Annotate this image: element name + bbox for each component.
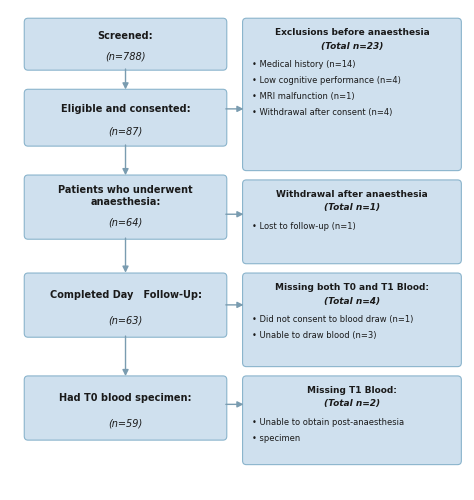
Text: • Medical history (n=14): • Medical history (n=14) — [252, 60, 356, 69]
Text: • Unable to obtain post-anaesthesia: • Unable to obtain post-anaesthesia — [252, 418, 404, 426]
FancyBboxPatch shape — [243, 376, 461, 464]
Text: (Total n=2): (Total n=2) — [324, 400, 380, 408]
Text: (n=59): (n=59) — [109, 419, 143, 429]
Text: (n=87): (n=87) — [109, 126, 143, 136]
Text: Screened:: Screened: — [98, 32, 153, 42]
Text: Completed Day   Follow-Up:: Completed Day Follow-Up: — [49, 290, 201, 300]
FancyBboxPatch shape — [243, 273, 461, 366]
Text: Missing both T0 and T1 Blood:: Missing both T0 and T1 Blood: — [275, 283, 429, 292]
Text: • Did not consent to blood draw (n=1): • Did not consent to blood draw (n=1) — [252, 314, 413, 324]
Text: Missing T1 Blood:: Missing T1 Blood: — [307, 386, 397, 394]
FancyBboxPatch shape — [24, 90, 227, 146]
Text: (n=788): (n=788) — [105, 52, 146, 62]
Text: (n=64): (n=64) — [109, 218, 143, 228]
Text: (Total n=4): (Total n=4) — [324, 296, 380, 306]
FancyBboxPatch shape — [24, 18, 227, 70]
Text: • Withdrawal after consent (n=4): • Withdrawal after consent (n=4) — [252, 108, 392, 118]
FancyBboxPatch shape — [243, 18, 461, 171]
Text: Eligible and consented:: Eligible and consented: — [61, 104, 191, 114]
Text: • Lost to follow-up (n=1): • Lost to follow-up (n=1) — [252, 222, 356, 230]
Text: Patients who underwent
anaesthesia:: Patients who underwent anaesthesia: — [58, 184, 193, 207]
FancyBboxPatch shape — [24, 175, 227, 239]
Text: Withdrawal after anaesthesia: Withdrawal after anaesthesia — [276, 190, 428, 198]
Text: Exclusions before anaesthesia: Exclusions before anaesthesia — [274, 28, 429, 37]
Text: (n=63): (n=63) — [109, 316, 143, 326]
FancyBboxPatch shape — [24, 376, 227, 440]
Text: • Unable to draw blood (n=3): • Unable to draw blood (n=3) — [252, 331, 376, 340]
FancyBboxPatch shape — [243, 180, 461, 264]
FancyBboxPatch shape — [24, 273, 227, 337]
Text: (Total n=23): (Total n=23) — [321, 42, 383, 51]
Text: (Total n=1): (Total n=1) — [324, 204, 380, 212]
Text: • specimen: • specimen — [252, 434, 300, 443]
Text: Had T0 blood specimen:: Had T0 blood specimen: — [59, 393, 192, 403]
Text: • Low cognitive performance (n=4): • Low cognitive performance (n=4) — [252, 76, 401, 85]
Text: • MRI malfunction (n=1): • MRI malfunction (n=1) — [252, 92, 355, 101]
